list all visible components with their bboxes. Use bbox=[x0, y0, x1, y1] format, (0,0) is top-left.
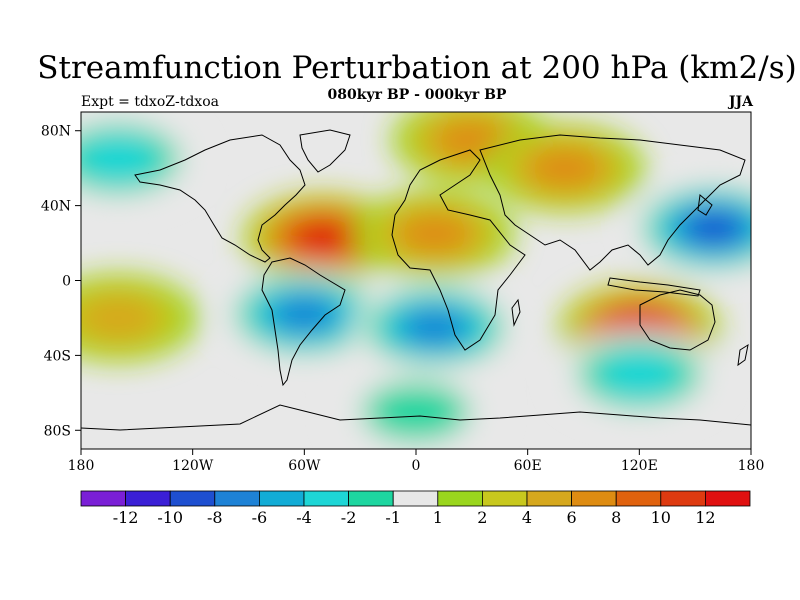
colorbar-swatch bbox=[660, 490, 706, 507]
colorbar-swatch bbox=[80, 490, 126, 507]
lat-tick-label: 40S bbox=[44, 348, 71, 364]
colorbar-label: -12 bbox=[113, 508, 139, 527]
colorbar-label: -1 bbox=[385, 508, 401, 527]
colorbar-swatch bbox=[615, 490, 662, 507]
lon-tick-label: 0 bbox=[412, 458, 421, 474]
colorbar-swatch bbox=[214, 490, 260, 507]
colorbar-swatch bbox=[392, 490, 439, 507]
season-label: JJA bbox=[728, 94, 753, 110]
lon-tick-label: 180 bbox=[68, 458, 95, 474]
japan-coast bbox=[697, 194, 713, 216]
colorbar-swatch bbox=[169, 490, 216, 507]
new-zealand-coast bbox=[737, 343, 749, 367]
lon-tick-label: 120W bbox=[172, 458, 214, 474]
colorbar-label: 8 bbox=[611, 508, 621, 527]
plot-title: Streamfunction Perturbation at 200 hPa (… bbox=[37, 50, 797, 86]
field-south-pacific-high-level bbox=[81, 295, 160, 341]
lat-tick-label: 80S bbox=[44, 423, 71, 439]
south-america-coast bbox=[261, 257, 346, 387]
colorbar-swatch bbox=[571, 490, 617, 507]
colorbar-label: -4 bbox=[296, 508, 312, 527]
lon-tick-label: 60W bbox=[288, 458, 321, 474]
field-north-pacific-low-level bbox=[81, 135, 160, 182]
field-antarctic-low-level bbox=[362, 382, 470, 441]
field-southern-ocean-low-level bbox=[598, 351, 681, 397]
colorbar-swatch bbox=[303, 490, 349, 507]
colorbar-swatch bbox=[437, 490, 483, 507]
colorbar-label: 10 bbox=[651, 508, 671, 527]
colorbar-label: 2 bbox=[477, 508, 487, 527]
field-arctic-high-level bbox=[437, 120, 507, 160]
colorbar-swatch bbox=[348, 490, 394, 507]
lon-tick-label: 120E bbox=[621, 458, 658, 474]
colorbar-swatch bbox=[125, 490, 171, 507]
field-north-africa-high-level bbox=[400, 214, 469, 253]
colorbar-label: -6 bbox=[252, 508, 268, 527]
colorbar-swatch bbox=[705, 490, 751, 507]
coastlines bbox=[81, 129, 751, 431]
field-south-america-low-level bbox=[274, 297, 335, 332]
field-layer bbox=[81, 112, 751, 449]
colorbar-label: 1 bbox=[433, 508, 443, 527]
colorbar-swatch bbox=[526, 490, 572, 507]
colorbar-label: -2 bbox=[341, 508, 357, 527]
latitude-axis: 80N 40N 0 40S 80S bbox=[41, 124, 81, 439]
colorbar-label: 12 bbox=[695, 508, 715, 527]
lat-tick-label: 80N bbox=[41, 124, 71, 140]
field-asia-high-level bbox=[530, 148, 600, 188]
colorbar-swatch bbox=[481, 490, 528, 507]
longitude-axis: 180 120W 60W 0 60E 120E 180 bbox=[68, 449, 765, 474]
plot-subtitle: 080kyr BP - 000kyr BP bbox=[327, 87, 507, 103]
field-west-pacific-low-level bbox=[686, 212, 741, 244]
colorbar-label: -8 bbox=[207, 508, 223, 527]
colorbar-label: 6 bbox=[567, 508, 577, 527]
lon-tick-label: 60E bbox=[514, 458, 542, 474]
north-america-coast bbox=[134, 134, 306, 263]
colorbar-swatch bbox=[258, 490, 305, 507]
asia-coast bbox=[479, 134, 746, 271]
greenland-coast bbox=[299, 129, 351, 173]
colorbar: -12 -10 -8 -6 -4 -2 -1 1 2 4 6 8 10 12 bbox=[80, 490, 751, 527]
field-north-atlantic-high-level bbox=[298, 223, 348, 252]
colorbar-label: 4 bbox=[522, 508, 532, 527]
lon-tick-label: 180 bbox=[738, 458, 765, 474]
antarctica-coast bbox=[81, 404, 751, 431]
experiment-label: Expt = tdxoZ-tdxoa bbox=[81, 94, 219, 110]
field-south-atlantic-low-level bbox=[404, 310, 465, 345]
lat-tick-label: 40N bbox=[41, 199, 71, 215]
europe-africa-coast bbox=[391, 149, 526, 351]
australia-coast bbox=[639, 289, 716, 351]
indonesia-coast bbox=[607, 277, 701, 297]
lat-tick-label: 0 bbox=[62, 274, 71, 290]
madagascar-coast bbox=[511, 298, 521, 327]
map-plot-area bbox=[80, 111, 752, 450]
colorbar-label: -10 bbox=[157, 508, 183, 527]
